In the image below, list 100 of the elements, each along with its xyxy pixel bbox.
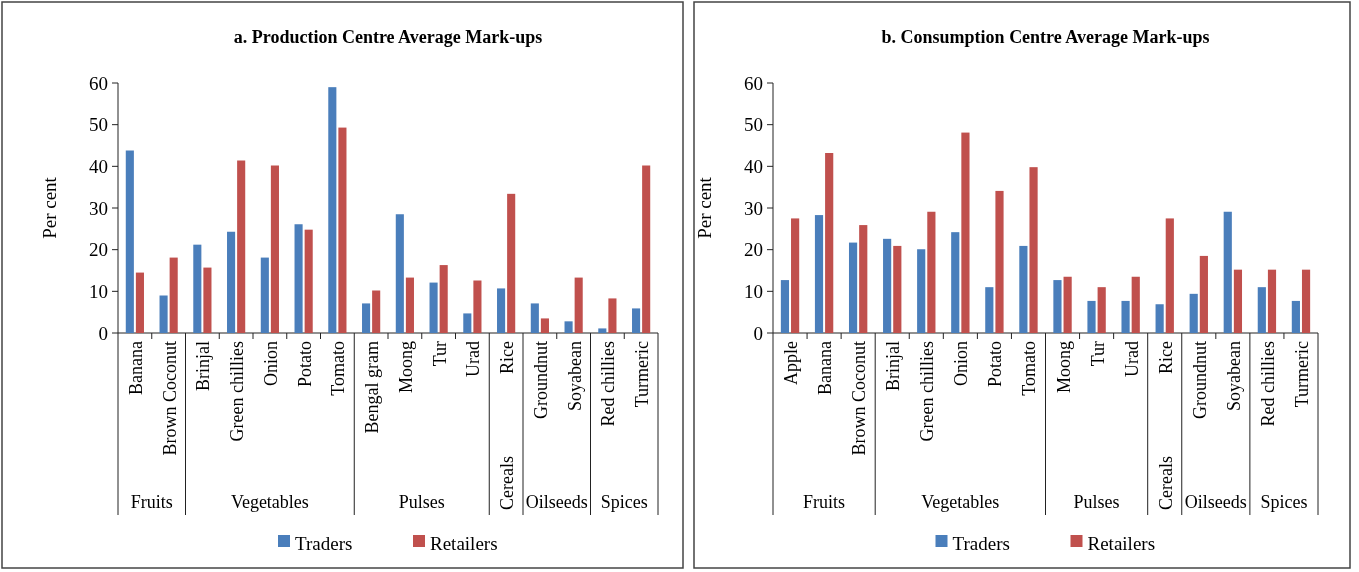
bar [825, 153, 834, 333]
bar [193, 244, 202, 333]
x-tick-label: Green chillies [227, 341, 248, 442]
x-tick-label: Potato [294, 341, 315, 388]
bar [507, 193, 516, 333]
bar [791, 218, 800, 333]
bar [1029, 167, 1038, 333]
bar [608, 298, 617, 333]
bar [1019, 245, 1028, 333]
x-tick-label: Tur [1087, 341, 1108, 367]
text: Cereals [1155, 456, 1176, 510]
bar [328, 87, 337, 333]
x-tick-label: Urad [1121, 341, 1142, 377]
bar [270, 165, 279, 333]
bar [125, 150, 134, 333]
bar [1223, 211, 1232, 333]
x-tick-label: Turmeric [632, 341, 653, 408]
x-tick-label: Red chillies [598, 341, 619, 427]
x-tick-label: Brown Coconut [159, 341, 180, 456]
bar [203, 267, 212, 333]
bar [540, 318, 549, 333]
bar [395, 214, 404, 333]
y-tick-label: 10 [89, 280, 108, 302]
bar [159, 295, 168, 333]
bar [429, 282, 438, 333]
bar [1131, 276, 1140, 333]
y-tick-label: 50 [89, 114, 108, 136]
x-tick-label: Moong [1053, 341, 1074, 394]
bar [304, 229, 313, 333]
x-tick-label: Potato [985, 341, 1006, 388]
x-tick-label: Red chillies [1257, 341, 1278, 427]
bar [294, 224, 303, 333]
y-tick-label: 0 [753, 322, 763, 344]
x-tick-label: Rice [497, 341, 518, 374]
bar [893, 245, 902, 333]
y-axis-title: Per cent [694, 176, 715, 239]
bar [497, 288, 506, 333]
text: Spices [600, 492, 648, 512]
y-tick-label: 40 [89, 155, 108, 177]
bar [1189, 293, 1198, 333]
bar [362, 303, 371, 333]
bar [463, 313, 472, 333]
bar [848, 242, 858, 333]
y-tick-label: 30 [89, 197, 108, 219]
legend-label: Retailers [1087, 532, 1156, 554]
x-tick-label: Brown Coconut [849, 341, 870, 456]
bar [951, 232, 960, 333]
legend-label: Retailers [430, 532, 498, 554]
chart-title: b. Consumption Centre Average Mark-ups [881, 27, 1210, 47]
legend-label: Traders [295, 532, 353, 554]
y-tick-label: 0 [98, 322, 108, 344]
y-tick-label: 20 [744, 239, 763, 261]
x-tick-label: Groundnut [1189, 341, 1210, 419]
bar [574, 277, 583, 333]
x-tick-label: Soyabean [564, 341, 585, 411]
x-tick-label: Brinjal [883, 341, 904, 391]
bar [135, 272, 144, 333]
text: Spices [1260, 492, 1308, 512]
text: Cereals [497, 456, 518, 510]
bar [642, 165, 651, 333]
x-tick-label: Rice [1155, 341, 1176, 374]
y-tick-label: 20 [89, 239, 108, 261]
bar [1121, 300, 1130, 333]
bar [1053, 280, 1062, 333]
bar [227, 231, 236, 333]
x-tick-label: Tomato [328, 341, 349, 396]
x-tick-label: Onion [951, 341, 972, 386]
bar [1267, 269, 1277, 333]
y-tick-label: 50 [744, 114, 763, 136]
bar [473, 280, 482, 333]
bar [632, 308, 641, 333]
x-tick-label: Groundnut [530, 341, 551, 419]
y-tick-label: 60 [744, 72, 763, 94]
y-tick-label: 60 [89, 72, 108, 94]
x-tick-label: Moong [395, 341, 416, 394]
x-tick-label: Urad [463, 341, 484, 377]
bar [859, 225, 868, 333]
text: Vegetables [230, 492, 309, 512]
x-tick-label: Soyabean [1223, 341, 1244, 411]
x-tick-label: Banana [125, 341, 146, 395]
bar [1155, 304, 1164, 333]
text: Pulses [1073, 492, 1120, 512]
x-tick-label: Turmeric [1291, 341, 1312, 408]
x-tick-label: Bengal gram [362, 341, 383, 434]
bar [1063, 276, 1072, 333]
bar [564, 321, 573, 333]
bar [530, 303, 539, 333]
bar [338, 127, 347, 333]
bar [405, 277, 414, 333]
x-tick-label: Onion [260, 341, 281, 386]
text: Oilseeds [1184, 492, 1247, 512]
text: Fruits [130, 492, 173, 512]
y-tick-label: 30 [744, 197, 763, 219]
text: Oilseeds [525, 492, 588, 512]
bar [780, 280, 790, 333]
x-tick-label: Banana [815, 341, 836, 395]
x-tick-label: Brinjal [193, 341, 214, 391]
bar [1233, 269, 1243, 333]
bar [1199, 255, 1208, 333]
bar [237, 160, 246, 333]
